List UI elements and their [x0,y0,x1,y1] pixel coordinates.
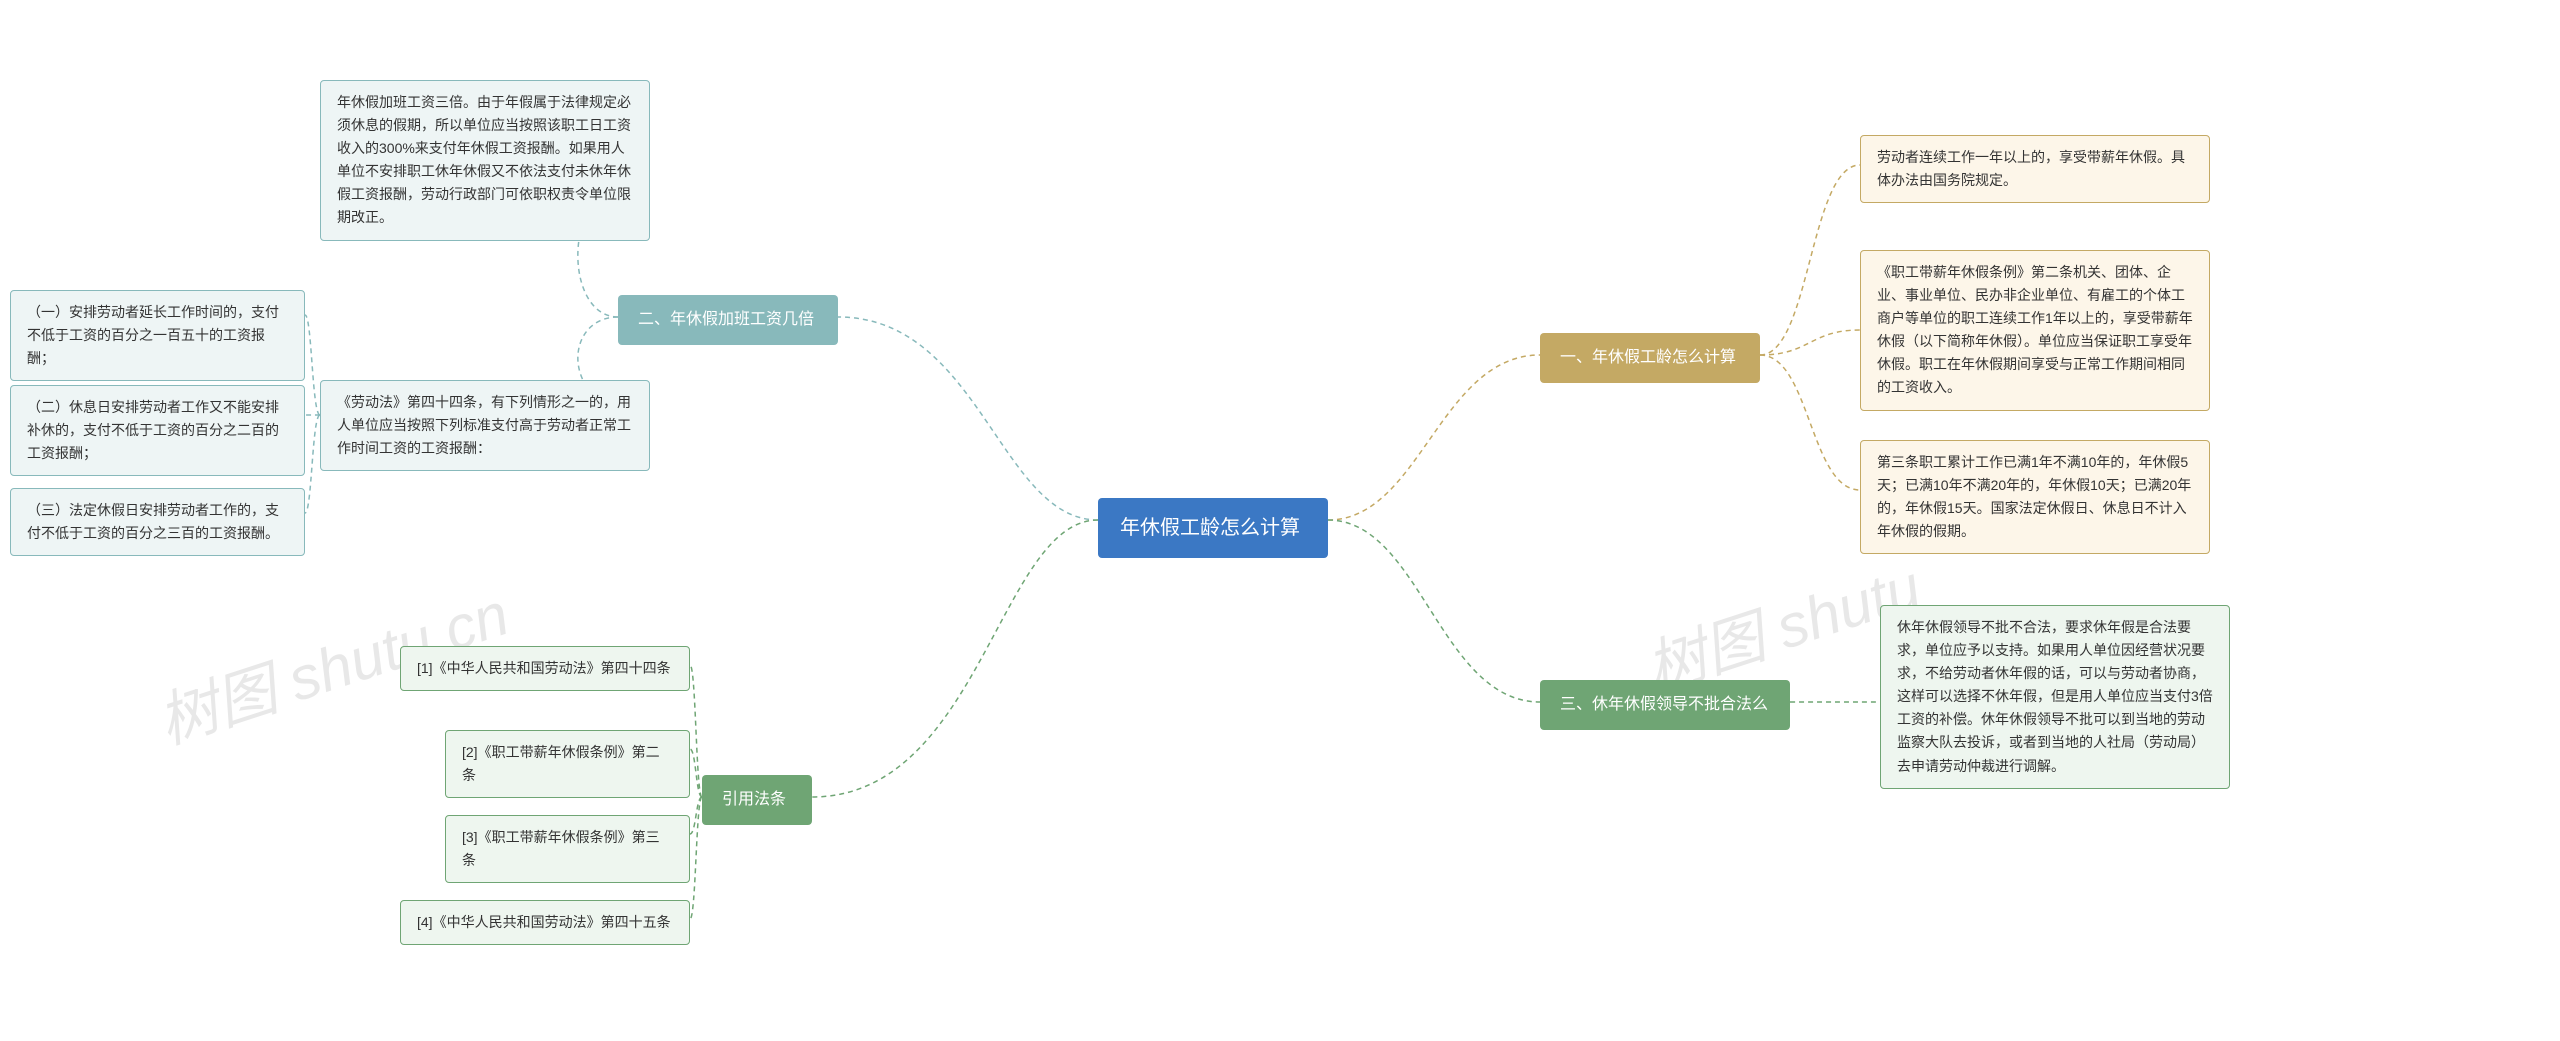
branch-node-b3[interactable]: 三、休年休假领导不批合法么 [1540,680,1790,730]
connector [838,317,1098,520]
connector [1760,165,1860,355]
branch-node-b1[interactable]: 一、年休假工龄怎么计算 [1540,333,1760,383]
connector [1760,355,1860,490]
leaf-node-b2-1-1[interactable]: （二）休息日安排劳动者工作又不能安排补休的，支付不低于工资的百分之二百的工资报酬… [10,385,305,476]
connector [305,415,320,513]
connector [1760,330,1860,355]
leaf-node-b2-1[interactable]: 《劳动法》第四十四条，有下列情形之一的，用人单位应当按照下列标准支付高于劳动者正… [320,380,650,471]
leaf-node-b4-2[interactable]: [3]《职工带薪年休假条例》第三条 [445,815,690,883]
connector [1328,520,1540,702]
branch-node-b4[interactable]: 引用法条 [702,775,812,825]
connector [305,315,320,415]
leaf-node-b4-1[interactable]: [2]《职工带薪年休假条例》第二条 [445,730,690,798]
leaf-node-b2-1-0[interactable]: （一）安排劳动者延长工作时间的，支付不低于工资的百分之一百五十的工资报酬； [10,290,305,381]
connector [1328,355,1540,520]
leaf-node-b4-0[interactable]: [1]《中华人民共和国劳动法》第四十四条 [400,646,690,691]
leaf-node-b1-1[interactable]: 《职工带薪年休假条例》第二条机关、团体、企业、事业单位、民办非企业单位、有雇工的… [1860,250,2210,411]
leaf-node-b2-1-2[interactable]: （三）法定休假日安排劳动者工作的，支付不低于工资的百分之三百的工资报酬。 [10,488,305,556]
leaf-node-b4-3[interactable]: [4]《中华人民共和国劳动法》第四十五条 [400,900,690,945]
leaf-node-b1-0[interactable]: 劳动者连续工作一年以上的，享受带薪年休假。具体办法由国务院规定。 [1860,135,2210,203]
connector [690,749,702,797]
connector [690,797,702,919]
leaf-node-b1-2[interactable]: 第三条职工累计工作已满1年不满10年的，年休假5天；已满10年不满20年的，年休… [1860,440,2210,554]
leaf-node-b2-0[interactable]: 年休假加班工资三倍。由于年假属于法律规定必须休息的假期，所以单位应当按照该职工日… [320,80,650,241]
center-node[interactable]: 年休假工龄怎么计算 [1098,498,1328,558]
connector [812,520,1098,797]
connector [690,665,702,797]
branch-node-b2[interactable]: 二、年休假加班工资几倍 [618,295,838,345]
leaf-node-b3-0[interactable]: 休年休假领导不批不合法，要求休年假是合法要求，单位应予以支持。如果用人单位因经营… [1880,605,2230,789]
connector [690,797,702,834]
